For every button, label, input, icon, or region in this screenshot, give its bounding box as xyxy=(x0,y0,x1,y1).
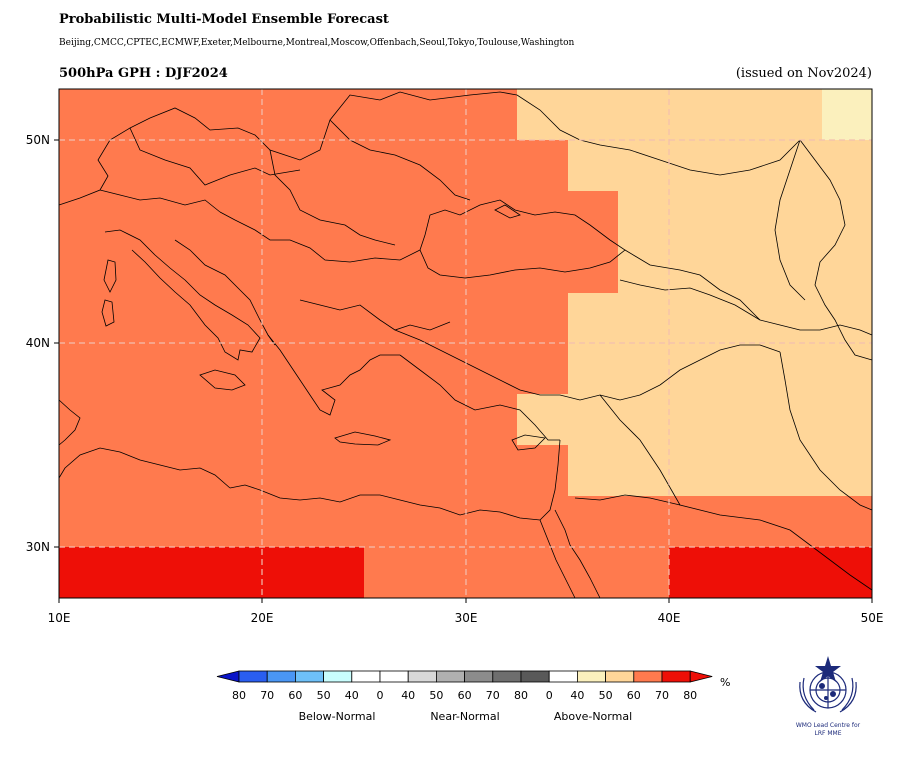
map-title: Probabilistic Multi-Model Ensemble Forec… xyxy=(59,12,389,27)
colorbar-swatch xyxy=(294,670,324,683)
colorbar-tick-label: 70 xyxy=(260,689,274,702)
colorbar-swatch xyxy=(238,670,268,683)
colorbar xyxy=(216,670,713,683)
cell-above-50 xyxy=(822,89,872,140)
gridlines xyxy=(59,89,872,598)
cell-above-80 xyxy=(59,547,364,598)
lon-tick-label: 50E xyxy=(861,611,884,625)
colorbar-tick-label: 80 xyxy=(232,689,246,702)
colorbar-swatch xyxy=(407,670,437,683)
colorbar-swatch xyxy=(323,670,353,683)
axis-ticks xyxy=(54,139,873,603)
lat-tick-label: 40N xyxy=(26,336,50,350)
cell-above-60 xyxy=(568,445,822,496)
colorbar-tick-label: 80 xyxy=(514,689,528,702)
colorbar-tick-labels: 80 70 60 50 40 0 40 50 60 70 80 0 40 50 60 70 80 xyxy=(232,689,697,702)
variable-season-label: 500hPa GPH : DJF2024 xyxy=(59,66,228,81)
colorbar-swatch xyxy=(379,670,409,683)
lon-tick-label: 30E xyxy=(455,611,478,625)
group-above-normal: Above-Normal xyxy=(554,710,632,723)
colorbar-tick-label: 60 xyxy=(288,689,302,702)
colorbar-swatch xyxy=(520,670,550,683)
colorbar-tick-label: 50 xyxy=(599,689,613,702)
model-list: Beijing,CMCC,CPTEC,ECMWF,Exeter,Melbourn… xyxy=(59,38,575,48)
colorbar-tick-label: 0 xyxy=(377,689,384,702)
group-near-normal: Near-Normal xyxy=(430,710,499,723)
cell-above-80 xyxy=(669,547,872,598)
colorbar-tick-label: 60 xyxy=(627,689,641,702)
colorbar-swatch xyxy=(351,670,381,683)
colorbar-tick-label: 60 xyxy=(458,689,472,702)
colorbar-tick-label: 40 xyxy=(570,689,584,702)
group-below-normal: Below-Normal xyxy=(299,710,376,723)
colorbar-swatch xyxy=(548,670,578,683)
colorbar-unit: % xyxy=(720,676,730,689)
colorbar-tick-label: 50 xyxy=(317,689,331,702)
coastlines xyxy=(58,91,873,599)
colorbar-tick-label: 40 xyxy=(401,689,415,702)
colorbar-tick-label: 40 xyxy=(345,689,359,702)
colorbar-high-extend xyxy=(689,670,713,683)
lon-tick-label: 10E xyxy=(48,611,71,625)
cell-above-60 xyxy=(618,191,822,293)
colorbar-swatch xyxy=(577,670,607,683)
colorbar-swatch xyxy=(435,670,465,683)
colorbar-tick-label: 70 xyxy=(655,689,669,702)
lat-tick-label: 50N xyxy=(26,133,50,147)
colorbar-tick-label: 80 xyxy=(683,689,697,702)
wmo-logo-caption: WMO Lead Centre for LRF MME xyxy=(776,722,880,738)
colorbar-swatch xyxy=(605,670,635,683)
logo-line-2: LRF MME xyxy=(814,730,842,737)
colorbar-swatch xyxy=(492,670,522,683)
lon-tick-label: 20E xyxy=(251,611,274,625)
colorbar-swatch xyxy=(266,670,296,683)
cell-above-60 xyxy=(822,140,872,496)
lon-tick-label: 40E xyxy=(658,611,681,625)
colorbar-tick-label: 0 xyxy=(546,689,553,702)
wmo-logo-icon xyxy=(799,656,857,713)
colorbar-tick-label: 70 xyxy=(486,689,500,702)
colorbar-swatch xyxy=(661,670,691,683)
lat-tick-label: 30N xyxy=(26,540,50,554)
colorbar-swatch xyxy=(464,670,494,683)
logo-line-1: WMO Lead Centre for xyxy=(795,722,861,729)
colorbar-tick-label: 50 xyxy=(429,689,443,702)
colorbar-low-extend xyxy=(216,670,240,683)
colorbar-swatch xyxy=(633,670,663,683)
cell-above-60 xyxy=(568,140,822,191)
issue-date: (issued on Nov2024) xyxy=(735,66,872,81)
